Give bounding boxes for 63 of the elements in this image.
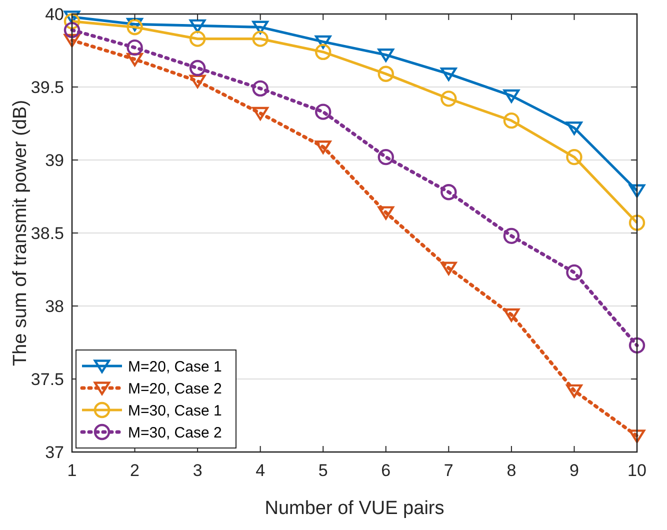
point <box>566 148 582 166</box>
point <box>64 34 80 48</box>
legend-label: M=30, Case 2 <box>128 424 222 442</box>
point <box>628 337 646 354</box>
point <box>126 39 143 56</box>
point <box>503 228 520 244</box>
y-tick-label: 38 <box>45 296 64 316</box>
point <box>126 19 143 36</box>
legend-label: M=30, Case 1 <box>128 402 222 420</box>
point <box>126 18 143 32</box>
legend-label: M=20, Case 2 <box>128 380 222 398</box>
x-tick-label: 6 <box>381 461 391 480</box>
x-tick-label: 3 <box>192 461 202 480</box>
point <box>126 52 143 66</box>
point <box>628 214 646 231</box>
point <box>440 184 457 200</box>
point <box>566 122 582 135</box>
x-tick-label: 10 <box>628 461 646 480</box>
x-tick-label: 8 <box>506 461 516 480</box>
legend-label: M=20, Case 1 <box>128 358 222 376</box>
point <box>378 48 394 62</box>
x-tick-label: 5 <box>318 461 328 480</box>
point <box>503 308 520 322</box>
point <box>64 22 80 38</box>
point <box>503 112 520 129</box>
point <box>628 184 646 198</box>
point <box>189 30 206 47</box>
y-tick-label: 38.5 <box>30 224 64 243</box>
x-tick-label: 4 <box>256 461 266 480</box>
point <box>189 19 206 33</box>
point <box>252 20 268 34</box>
x-tick-label: 7 <box>444 461 454 480</box>
y-tick-label: 39.5 <box>30 78 64 97</box>
y-axis-title: The sum of transmit power (dB) <box>10 100 31 366</box>
point <box>189 60 206 76</box>
point <box>378 148 394 166</box>
point <box>252 80 268 97</box>
point <box>315 35 332 49</box>
x-tick-label: 2 <box>130 461 140 480</box>
point <box>64 13 80 30</box>
point <box>566 384 582 398</box>
point <box>440 90 457 107</box>
point <box>252 30 268 47</box>
point <box>378 66 394 82</box>
y-tick-label: 39 <box>45 150 64 170</box>
point <box>378 206 394 220</box>
point <box>440 68 457 81</box>
x-tick-label: 9 <box>569 461 579 480</box>
y-tick-label: 37.5 <box>30 370 64 389</box>
y-tick-label: 37 <box>45 442 64 462</box>
y-tick-label: 40 <box>45 4 64 24</box>
point <box>440 262 457 276</box>
point <box>503 89 520 103</box>
point <box>189 74 206 88</box>
point <box>566 264 582 281</box>
point <box>628 430 646 443</box>
x-tick-label: 1 <box>67 461 77 480</box>
point <box>252 106 268 120</box>
x-axis-title: Number of VUE pairs <box>264 498 444 519</box>
point <box>64 10 80 24</box>
point <box>315 140 332 154</box>
point <box>315 104 332 120</box>
point <box>315 44 332 60</box>
